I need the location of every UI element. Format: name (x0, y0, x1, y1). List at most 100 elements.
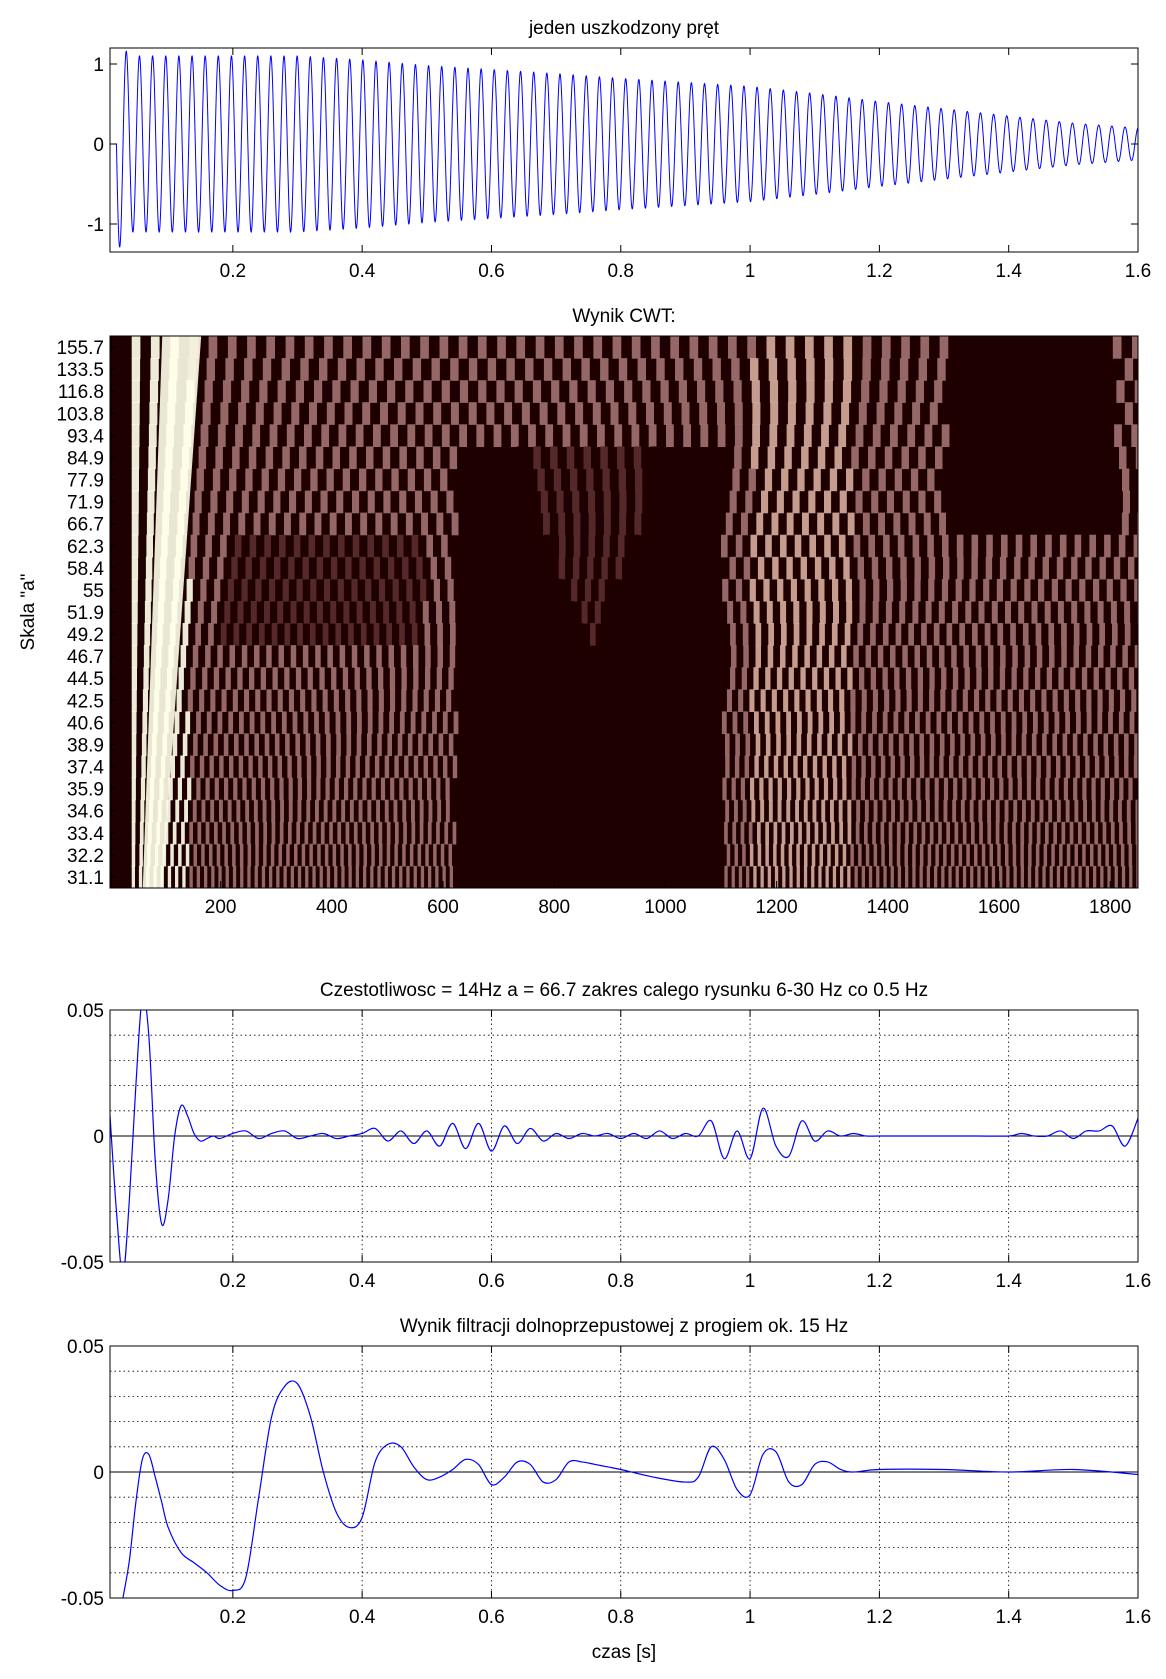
heatmap-cell (419, 799, 424, 823)
heatmap-cell (847, 821, 852, 845)
heatmap-cell (209, 755, 214, 779)
heatmap-cell (395, 821, 399, 845)
heatmap-cell (322, 689, 328, 712)
heatmap-cell (783, 755, 788, 779)
heatmap-cell (738, 689, 744, 712)
heatmap-cell (1107, 865, 1111, 888)
heatmap-cell (947, 711, 952, 735)
heatmap-cell (805, 777, 810, 801)
heatmap-cell (601, 556, 608, 580)
heatmap-cell (912, 601, 919, 624)
heatmap-cell (968, 755, 973, 779)
heatmap-cell (150, 358, 159, 381)
heatmap-cell (675, 358, 684, 381)
heatmap-cell (141, 755, 146, 779)
heatmap-cell (740, 601, 747, 624)
heatmap-cell (858, 843, 862, 867)
heatmap-cell (216, 843, 221, 867)
heatmap-cell (209, 843, 213, 867)
heatmap-cell (344, 777, 349, 801)
heatmap-cell (1078, 821, 1082, 845)
heatmap-cell (424, 424, 433, 447)
heatmap-cell (806, 380, 815, 403)
heatmap-cell (841, 645, 847, 668)
heatmap-cell (221, 689, 227, 712)
heatmap-cell (1024, 578, 1031, 602)
heatmap-cell (786, 556, 793, 580)
heatmap-cell (166, 799, 171, 823)
heatmap-cell (837, 733, 843, 757)
heatmap-cell (939, 755, 944, 779)
heatmap-cell (389, 711, 394, 735)
heatmap-cell (765, 534, 772, 558)
heatmap-cell (1112, 623, 1118, 646)
heatmap-cell (842, 777, 847, 801)
heatmap-cell (314, 711, 319, 735)
heatmap-cell (766, 336, 776, 359)
chart-title: Czestotliwosc = 14Hz a = 66.7 zakres cal… (320, 980, 928, 1001)
heatmap-cell (441, 380, 450, 403)
heatmap-cell (314, 380, 323, 403)
heatmap-cell (729, 490, 737, 514)
heatmap-cell (764, 468, 773, 492)
heatmap-cell (963, 645, 969, 668)
heatmap-cell (295, 380, 304, 403)
y-tick-label: 66.7 (67, 515, 104, 536)
heatmap-cell (872, 424, 881, 447)
heatmap-cell (865, 843, 870, 867)
heatmap-cell (450, 358, 459, 381)
heatmap-cell (901, 336, 910, 359)
heatmap-cell (619, 490, 627, 514)
heatmap-cell (208, 623, 214, 646)
heatmap-cell (888, 777, 893, 801)
heatmap-cell (131, 534, 139, 558)
heatmap-cell (646, 402, 654, 425)
heatmap-cell (890, 755, 895, 779)
heatmap-cell (248, 446, 257, 470)
heatmap-cell (291, 402, 300, 425)
heatmap-cell (196, 468, 204, 492)
heatmap-cell (851, 777, 856, 801)
heatmap-cell (213, 733, 219, 757)
heatmap-cell (401, 336, 410, 359)
chart-title: Wynik CWT: (572, 306, 675, 327)
heatmap-cell (384, 755, 390, 779)
heatmap-cell (283, 865, 287, 888)
heatmap-cell (329, 821, 333, 845)
heatmap-cell (431, 358, 440, 381)
heatmap-cell (332, 446, 340, 470)
heatmap-cell (1129, 711, 1135, 735)
heatmap-cell (913, 821, 918, 845)
heatmap-cell (1109, 799, 1114, 823)
heatmap-cell (891, 799, 895, 823)
heatmap-cell (1131, 689, 1137, 712)
heatmap-cell (786, 711, 791, 735)
heatmap-cell (304, 424, 312, 447)
heatmap-cell (217, 645, 223, 668)
heatmap-cell (279, 534, 286, 558)
heatmap-cell (255, 821, 259, 845)
heatmap-cell (943, 556, 950, 580)
heatmap-cell (1022, 799, 1026, 823)
heatmap-cell (918, 358, 927, 381)
heatmap-cell (1046, 667, 1052, 690)
heatmap-cell (962, 689, 968, 712)
heatmap-cell (540, 490, 548, 514)
heatmap-cell (888, 733, 894, 757)
heatmap-cell (486, 402, 495, 425)
heatmap-cell (277, 689, 283, 712)
heatmap-cell (1052, 689, 1058, 712)
heatmap-cell (164, 821, 169, 845)
heatmap-cell (959, 623, 965, 646)
heatmap-cell (979, 821, 983, 845)
heatmap-cell (803, 755, 808, 779)
heatmap-cell (908, 799, 913, 823)
heatmap-cell (200, 424, 209, 447)
heatmap-cell (943, 777, 949, 801)
heatmap-cell (914, 556, 921, 580)
heatmap-cell (205, 821, 210, 845)
heatmap-cell (1118, 799, 1122, 823)
heatmap-cell (167, 865, 172, 888)
heatmap-cell (338, 534, 345, 558)
y-tick-label: 77.9 (67, 471, 104, 492)
